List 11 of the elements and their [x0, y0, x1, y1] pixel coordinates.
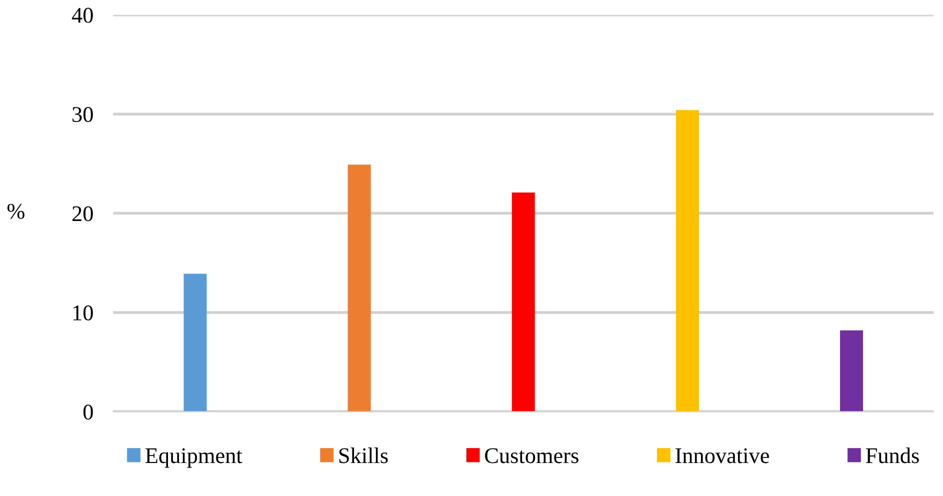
y-tick-label: 0	[83, 404, 93, 420]
y-tick-label: 30	[72, 107, 93, 122]
y-tick-label: 20	[72, 206, 93, 222]
legend-label: Skills	[339, 448, 388, 464]
y-axis-title: %	[7, 204, 24, 219]
legend-label: Customers	[485, 448, 578, 464]
legend-label: Innovative	[676, 448, 769, 464]
y-tick-label: 10	[73, 305, 93, 320]
legend-label: Equipment	[145, 448, 242, 468]
legend-label: Funds	[866, 448, 919, 464]
y-tick-label: 40	[72, 8, 93, 23]
